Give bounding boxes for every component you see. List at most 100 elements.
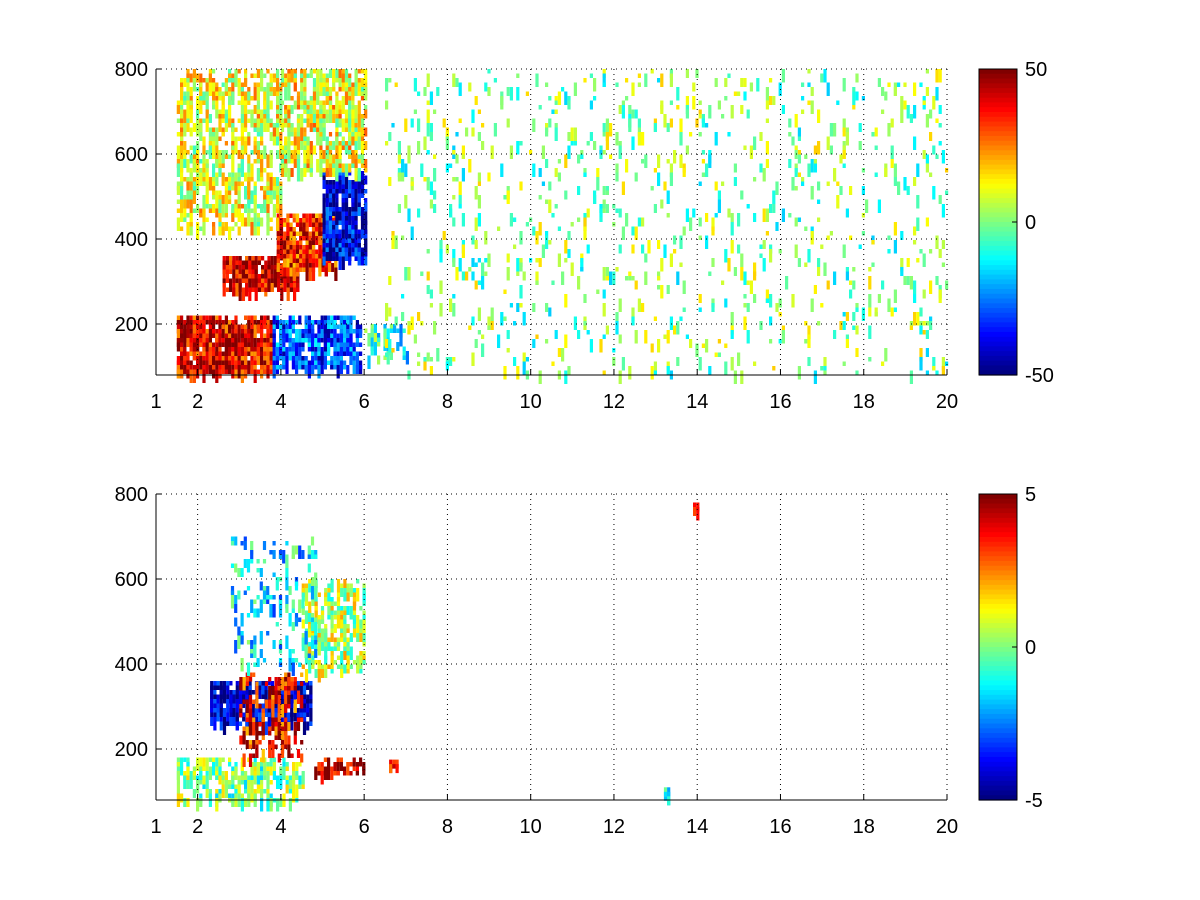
heatmap-cell bbox=[312, 78, 317, 83]
colorbar-segment bbox=[979, 198, 1017, 204]
heatmap-cell bbox=[557, 226, 561, 231]
heatmap-cell bbox=[426, 123, 430, 137]
y-tick-label: 600 bbox=[115, 569, 148, 591]
heatmap-cell bbox=[354, 105, 358, 119]
heatmap-cell bbox=[239, 677, 243, 691]
heatmap-cell bbox=[336, 597, 341, 602]
heatmap-cell bbox=[189, 109, 193, 123]
heatmap-cell bbox=[759, 253, 763, 258]
heatmap-cell bbox=[339, 333, 343, 343]
heatmap-cell bbox=[461, 145, 465, 159]
heatmap-cell bbox=[692, 208, 696, 218]
heatmap-cell bbox=[260, 780, 264, 785]
heatmap-cell bbox=[925, 114, 929, 128]
heatmap-cell bbox=[615, 163, 619, 168]
heatmap-cell bbox=[250, 762, 254, 776]
heatmap-cell bbox=[328, 216, 333, 221]
colorbar-segment bbox=[979, 279, 1017, 285]
heatmap-cell bbox=[270, 274, 274, 279]
heatmap-cell bbox=[286, 274, 290, 283]
heatmap-cell bbox=[320, 329, 324, 338]
heatmap-cell bbox=[253, 347, 257, 352]
heatmap-cell bbox=[407, 321, 411, 326]
heatmap-cell bbox=[325, 252, 329, 261]
heatmap-cell bbox=[176, 145, 180, 159]
heatmap-cell bbox=[305, 258, 309, 268]
heatmap-cell bbox=[290, 753, 294, 758]
heatmap-cell bbox=[852, 105, 856, 110]
heatmap-cell bbox=[228, 154, 232, 159]
heatmap-cell bbox=[634, 172, 638, 182]
heatmap-cell bbox=[319, 82, 323, 96]
heatmap-cell bbox=[226, 699, 230, 704]
heatmap-cell bbox=[192, 315, 196, 320]
heatmap-cell bbox=[317, 669, 321, 683]
heatmap-cell bbox=[280, 123, 285, 128]
heatmap-cell bbox=[290, 96, 294, 101]
heatmap-cell bbox=[618, 334, 622, 344]
heatmap-cell bbox=[199, 338, 203, 343]
heatmap-cell bbox=[240, 369, 244, 383]
heatmap-cell bbox=[354, 229, 358, 234]
heatmap-cell bbox=[788, 213, 792, 218]
heatmap-cell bbox=[205, 771, 209, 776]
heatmap-cell bbox=[253, 333, 257, 338]
heatmap-cell bbox=[343, 588, 347, 593]
heatmap-cell bbox=[240, 798, 244, 812]
heatmap-cell bbox=[304, 583, 309, 588]
heatmap-cell bbox=[839, 154, 843, 164]
heatmap-cell bbox=[336, 365, 340, 379]
heatmap-cell bbox=[357, 207, 361, 216]
heatmap-cell bbox=[855, 325, 859, 335]
heatmap-cell bbox=[605, 325, 609, 335]
heatmap-cell bbox=[189, 181, 193, 191]
heatmap-cell bbox=[481, 262, 485, 276]
colorbar-segment bbox=[979, 594, 1017, 600]
heatmap-cell bbox=[705, 235, 709, 249]
heatmap-cell bbox=[557, 348, 561, 357]
heatmap-cells bbox=[176, 502, 700, 812]
heatmap-cell bbox=[669, 163, 673, 177]
heatmap-cell bbox=[325, 96, 329, 101]
heatmap-cell bbox=[304, 619, 309, 624]
heatmap-cell bbox=[325, 100, 329, 105]
heatmap-cell bbox=[583, 294, 587, 303]
colorbar-segment bbox=[979, 546, 1017, 552]
heatmap-cell bbox=[349, 315, 353, 325]
heatmap-cell bbox=[238, 721, 243, 726]
heatmap-cell bbox=[314, 347, 318, 352]
heatmap-cell bbox=[244, 91, 248, 105]
heatmap-cell bbox=[698, 307, 702, 312]
heatmap-cell bbox=[737, 213, 741, 227]
heatmap-cell bbox=[303, 150, 307, 164]
heatmap-cell bbox=[522, 271, 526, 281]
heatmap-cell bbox=[244, 356, 248, 370]
heatmap-cell bbox=[224, 338, 228, 343]
heatmap-cell bbox=[330, 579, 334, 593]
heatmap-cell bbox=[804, 339, 808, 344]
heatmap-cell bbox=[343, 637, 347, 642]
heatmap-cell bbox=[244, 100, 248, 105]
heatmap-cell bbox=[334, 267, 338, 281]
heatmap-cell bbox=[301, 347, 305, 352]
heatmap-cell bbox=[299, 240, 303, 245]
heatmap-cell bbox=[298, 356, 302, 361]
heatmap-cell bbox=[250, 599, 254, 613]
heatmap-cell bbox=[208, 320, 212, 325]
heatmap-cell bbox=[208, 329, 212, 334]
heatmap-cell bbox=[338, 163, 342, 168]
heatmap-cell bbox=[420, 321, 424, 326]
heatmap-cell bbox=[328, 154, 333, 164]
heatmap-cell bbox=[263, 100, 267, 114]
heatmap-cell bbox=[279, 347, 283, 356]
heatmap-cell bbox=[336, 615, 341, 629]
heatmap-cell bbox=[705, 163, 709, 177]
heatmap-cell bbox=[836, 181, 840, 186]
heatmap-cell bbox=[336, 655, 341, 660]
heatmap-cell bbox=[276, 213, 280, 218]
heatmap-cell bbox=[189, 213, 193, 227]
colorbar-segment bbox=[979, 570, 1017, 576]
heatmap-cell bbox=[354, 180, 358, 194]
heatmap-cell bbox=[765, 141, 769, 155]
